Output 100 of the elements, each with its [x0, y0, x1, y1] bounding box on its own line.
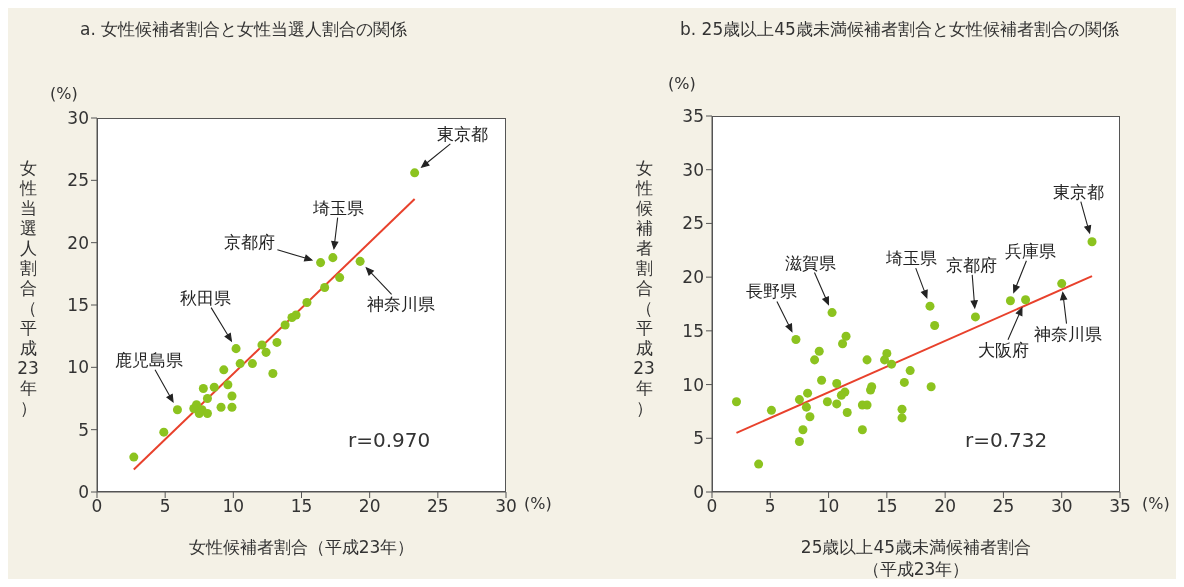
point [803, 388, 813, 398]
annotation: 京都府 [224, 231, 276, 252]
point [791, 334, 801, 344]
point [794, 395, 804, 405]
point [887, 359, 897, 369]
point [198, 384, 208, 394]
text: (%) [668, 74, 696, 93]
text: (%) [524, 494, 552, 513]
point [766, 405, 776, 415]
point [925, 301, 935, 311]
point [320, 283, 330, 293]
point [805, 412, 815, 422]
y-tick-label: 15 [67, 295, 89, 316]
point [129, 452, 139, 462]
y-tick-label: 25 [67, 170, 89, 191]
annotation: 京都府 [945, 254, 997, 275]
point [227, 402, 237, 412]
point [1005, 296, 1015, 306]
annotation: r=0.732 [965, 428, 1048, 452]
y-tick-label: 0 [78, 482, 89, 503]
y-tick-label: 35 [682, 106, 704, 127]
annotation: 長野県 [746, 281, 798, 302]
y-tick-label: 5 [693, 428, 704, 449]
y-tick-label: 5 [78, 419, 89, 440]
point [754, 459, 764, 469]
point [410, 168, 420, 178]
point [801, 402, 811, 412]
text: 女性候補者割合（平成23年） [633, 158, 655, 418]
point [930, 320, 940, 330]
annotation: 神奈川県 [367, 294, 436, 315]
annotation: 埼玉県 [312, 197, 365, 218]
x-tick-label: 0 [706, 496, 718, 517]
point [814, 346, 824, 356]
y-tick-label: 30 [67, 108, 89, 129]
chart-title: a. 女性候補者割合と女性当選人割合の関係 [80, 18, 409, 40]
annotation: r=0.970 [348, 428, 431, 452]
point [880, 355, 890, 365]
x-axis-title: 女性候補者割合（平成23年） [187, 536, 416, 558]
y-tick-label: 15 [682, 320, 704, 341]
point [235, 359, 245, 369]
point [328, 253, 338, 263]
text: (%) [1142, 494, 1170, 513]
point [822, 397, 832, 407]
x-tick-label: 30 [495, 496, 517, 517]
annotation: 秋田県 [179, 287, 231, 308]
text: 女性当選人割合（平成23年） [17, 158, 39, 418]
point [223, 380, 233, 390]
point [261, 347, 271, 357]
point [862, 355, 872, 365]
point [231, 344, 241, 354]
point [1057, 279, 1067, 289]
point [287, 312, 297, 322]
annotation: 東京都 [437, 123, 489, 144]
annotation: 埼玉県 [885, 248, 938, 269]
point [905, 366, 915, 376]
point [209, 382, 219, 392]
point [172, 405, 182, 415]
x-tick-label: 15 [290, 496, 313, 517]
y-tick-label: 20 [67, 232, 89, 253]
x-tick-label: 20 [934, 496, 956, 517]
x-tick-label: 20 [358, 496, 381, 517]
annotation: 滋賀県 [784, 252, 836, 273]
point [257, 340, 267, 350]
y-tick-label: 10 [67, 357, 89, 378]
y-tick-label: 0 [693, 482, 704, 503]
x-tick-label: 10 [222, 496, 245, 517]
point [832, 399, 842, 409]
x-tick-label: 5 [764, 496, 776, 517]
x-tick-label: 15 [876, 496, 898, 517]
point [316, 258, 326, 268]
point [268, 369, 278, 379]
point [1021, 295, 1031, 305]
y-tick-label: 30 [682, 159, 704, 180]
point [817, 375, 827, 385]
point [798, 425, 808, 435]
point [810, 355, 820, 365]
point [1087, 237, 1097, 247]
y-tick-label: 10 [682, 374, 704, 395]
x-tick-label: 25 [992, 496, 1015, 517]
x-tick-label: 30 [1050, 496, 1073, 517]
annotation: 鹿児島県 [115, 349, 184, 370]
y-tick-label: 20 [682, 267, 704, 288]
point [335, 273, 345, 283]
point [216, 402, 226, 412]
point [794, 437, 804, 447]
point [202, 393, 212, 404]
y-tick-label: 25 [682, 213, 704, 234]
point [836, 390, 846, 400]
point [731, 397, 741, 407]
point [842, 408, 852, 418]
chart-title: b. 25歳以上45歳未満候補者割合と女性候補者割合の関係 [680, 18, 1120, 40]
annotation: 兵庫県 [1004, 240, 1056, 261]
annotation: 東京都 [1052, 181, 1104, 202]
point [897, 413, 907, 423]
point [857, 425, 867, 435]
point [159, 427, 169, 437]
point [838, 339, 848, 349]
point [280, 320, 290, 330]
point [899, 377, 909, 387]
annotation: 神奈川県 [1033, 323, 1102, 344]
